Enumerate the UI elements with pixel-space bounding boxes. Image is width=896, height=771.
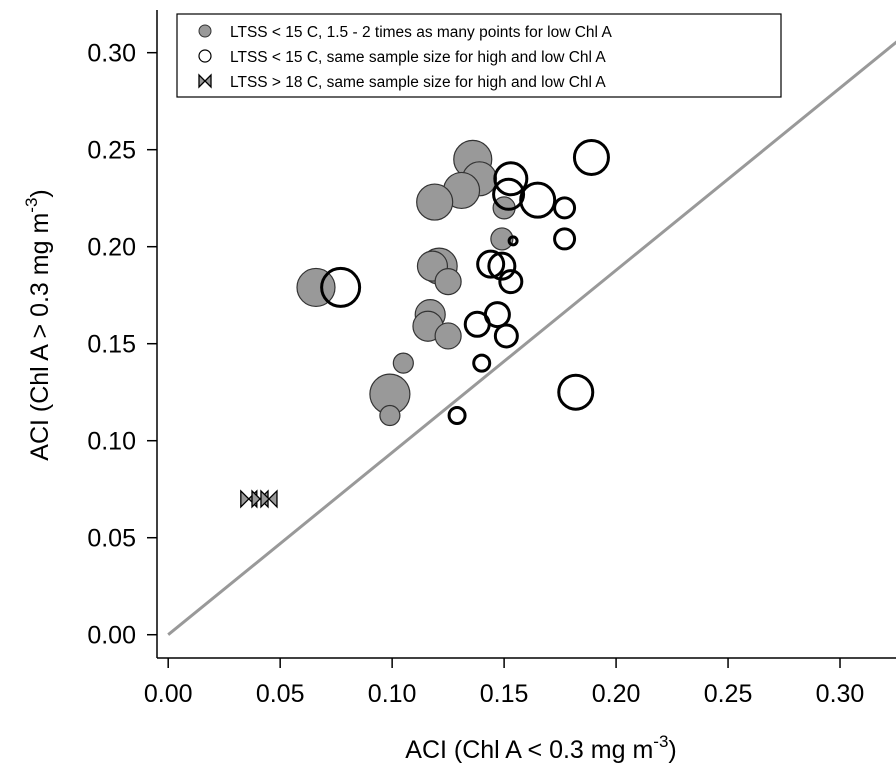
data-point [507, 235, 519, 247]
data-point [434, 322, 462, 350]
data-point [490, 227, 514, 251]
y-axis-title-superscript: -3 [22, 198, 41, 213]
legend: LTSS < 15 C, 1.5 - 2 times as many point… [176, 13, 782, 98]
legend-markers [198, 24, 212, 89]
x-ticks: 0.00 0.05 0.10 0.15 0.20 0.25 0.30 [144, 658, 864, 708]
y-axis-title-main: ACI (Chl A > 0.3 mg m [26, 213, 54, 461]
data-point [492, 177, 526, 211]
x-tick-label: 0.30 [816, 680, 865, 708]
y-tick-label: 0.05 [87, 525, 136, 553]
x-tick-label: 0.15 [480, 680, 529, 708]
data-point [553, 196, 577, 220]
legend-box [176, 13, 782, 98]
y-tick-label: 0.10 [87, 428, 136, 456]
data-point [498, 269, 524, 295]
data-point [320, 266, 362, 308]
x-tick-label: 0.25 [704, 680, 753, 708]
y-tick-label: 0.00 [87, 622, 136, 650]
data-point [447, 405, 467, 425]
data-point [472, 353, 492, 373]
y-ticks: 0.00 0.05 0.10 0.15 0.20 0.25 0.30 [87, 40, 157, 650]
data-point [260, 489, 278, 509]
one-to-one-reference-line [167, 40, 896, 636]
y-tick-label: 0.30 [87, 40, 136, 68]
data-points-layer [240, 138, 610, 509]
x-axis-title: ACI (Chl A < 0.3 mg m-3) [405, 732, 676, 764]
y-tick-label: 0.20 [87, 234, 136, 262]
data-point [572, 138, 610, 176]
data-point [476, 249, 506, 279]
x-tick-label: 0.20 [592, 680, 641, 708]
data-point [463, 310, 491, 338]
series-1 [296, 139, 516, 427]
data-point [416, 183, 454, 221]
data-point [493, 323, 519, 349]
x-tick-label: 0.00 [144, 680, 193, 708]
x-tick-label: 0.05 [256, 680, 305, 708]
data-point [296, 267, 336, 308]
data-point [557, 373, 595, 411]
data-point [392, 352, 414, 374]
legend-open-circle-marker [198, 49, 212, 63]
y-axis-title-end: ) [26, 189, 54, 197]
data-point [493, 161, 529, 197]
legend-entry-open-circle: LTSS < 15 C, same sample size for high a… [230, 49, 606, 66]
x-axis-title-main: ACI (Chl A < 0.3 mg m [405, 736, 653, 764]
data-point [519, 181, 557, 219]
data-point [487, 251, 517, 281]
y-axis-title: ACI (Chl A > 0.3 mg m-3) [22, 189, 54, 460]
data-point [434, 268, 462, 296]
legend-filled-circle-marker [198, 24, 212, 38]
data-point [553, 227, 577, 251]
legend-entry-bowtie: LTSS > 18 C, same sample size for high a… [230, 74, 606, 91]
x-tick-label: 0.10 [368, 680, 417, 708]
data-point [379, 404, 401, 427]
series-3 [240, 489, 278, 509]
series-2 [320, 138, 610, 425]
reference-line-layer [167, 40, 896, 636]
x-axis-title-superscript: -3 [653, 732, 668, 751]
y-tick-label: 0.25 [87, 137, 136, 165]
y-tick-label: 0.15 [87, 331, 136, 359]
axes-layer [156, 10, 896, 659]
legend-entry-filled-circle: LTSS < 15 C, 1.5 - 2 times as many point… [230, 24, 612, 41]
x-axis-title-end: ) [668, 736, 676, 764]
legend-bowtie-marker [198, 73, 212, 89]
